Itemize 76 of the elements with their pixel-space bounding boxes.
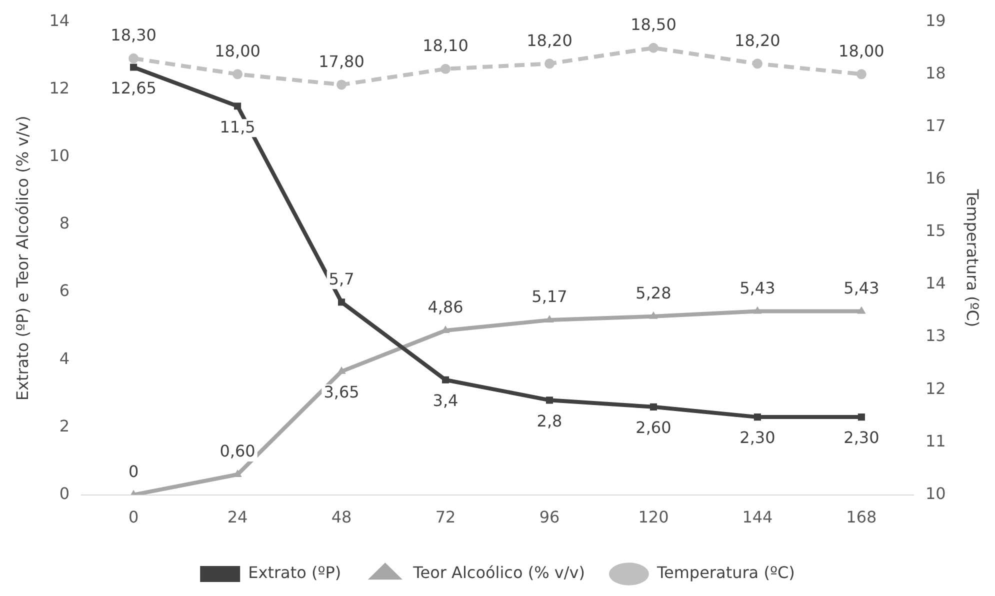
data-label: 5,17 [532,287,568,306]
data-label: 18,50 [630,15,676,34]
y2-axis-title: Temperatura (ºC) [963,188,982,328]
x-tick-label: 120 [638,508,669,527]
point [752,58,762,69]
point [753,306,762,314]
point [546,396,554,404]
y2-tick-label: 12 [925,378,946,398]
point [856,69,866,80]
y2-tick-label: 11 [925,431,946,450]
y-tick-label: 2 [59,416,70,436]
point [130,64,138,71]
point [234,102,242,110]
y2-tick-label: 16 [925,168,946,188]
data-label: 5,43 [740,278,776,298]
point [650,403,658,410]
data-label: 0,60 [220,442,256,461]
data-label: 17,80 [318,52,364,71]
x-tick-label: 0 [128,508,139,527]
data-label: 18,20 [526,30,572,50]
y-tick-label: 10 [49,146,70,165]
data-label: 5,7 [328,269,354,288]
y-tick-label: 14 [49,10,70,30]
point [128,53,139,64]
y2-tick-label: 14 [925,274,946,293]
x-tick-label: 48 [331,508,352,527]
y-tick-label: 6 [59,281,70,300]
data-label: 18,30 [110,26,156,45]
data-label: 18,20 [734,30,780,50]
x-tick-label: 24 [227,508,248,527]
data-label: 5,43 [844,278,880,298]
point [544,58,554,69]
y-tick-label: 0 [59,484,70,503]
y-tick-label: 12 [49,78,70,98]
y2-tick-label: 19 [925,10,946,30]
data-label: 2,60 [636,418,672,438]
data-label: 2,8 [536,411,562,430]
point [336,80,347,90]
data-label: 3,65 [324,382,360,402]
x-tick-label: 144 [742,508,773,527]
x-tick-label: 72 [435,508,456,527]
data-label: 18,00 [214,41,260,60]
y2-tick-label: 17 [925,116,946,135]
y2-tick-label: 18 [925,63,946,82]
data-label: 3,4 [432,391,458,410]
data-label: 5,28 [636,283,672,302]
y-tick-label: 8 [59,214,70,233]
data-label: 4,86 [428,298,464,317]
legend-label: Extrato (ºP) [248,563,342,582]
point [754,414,761,421]
point [232,69,243,80]
y-axis-title: Extrato (ºP) e Teor Alcoólico (% v/v) [12,116,32,401]
point [648,42,658,53]
point [649,311,658,319]
legend-label: Temperatura (ºC) [656,563,795,582]
y2-tick-label: 13 [925,326,946,346]
y2-tick-label: 15 [925,221,946,240]
data-label: 0 [128,462,139,481]
point [857,306,866,314]
point [545,315,554,323]
y2-tick-label: 10 [925,484,946,503]
legend-label: Teor Alcoólico (% v/v) [412,563,585,582]
x-tick-label: 168 [846,508,877,527]
point [337,366,346,374]
data-label: 12,65 [110,78,156,98]
point [442,376,450,384]
data-label: 2,30 [740,428,776,448]
point [440,64,451,74]
point [858,414,865,421]
data-label: 2,30 [844,428,880,448]
point [338,298,346,306]
data-label: 11,5 [220,117,256,136]
x-tick-label: 96 [539,508,560,527]
y-tick-label: 4 [59,348,70,368]
data-label: 18,10 [422,36,468,56]
data-label: 18,00 [838,41,884,60]
